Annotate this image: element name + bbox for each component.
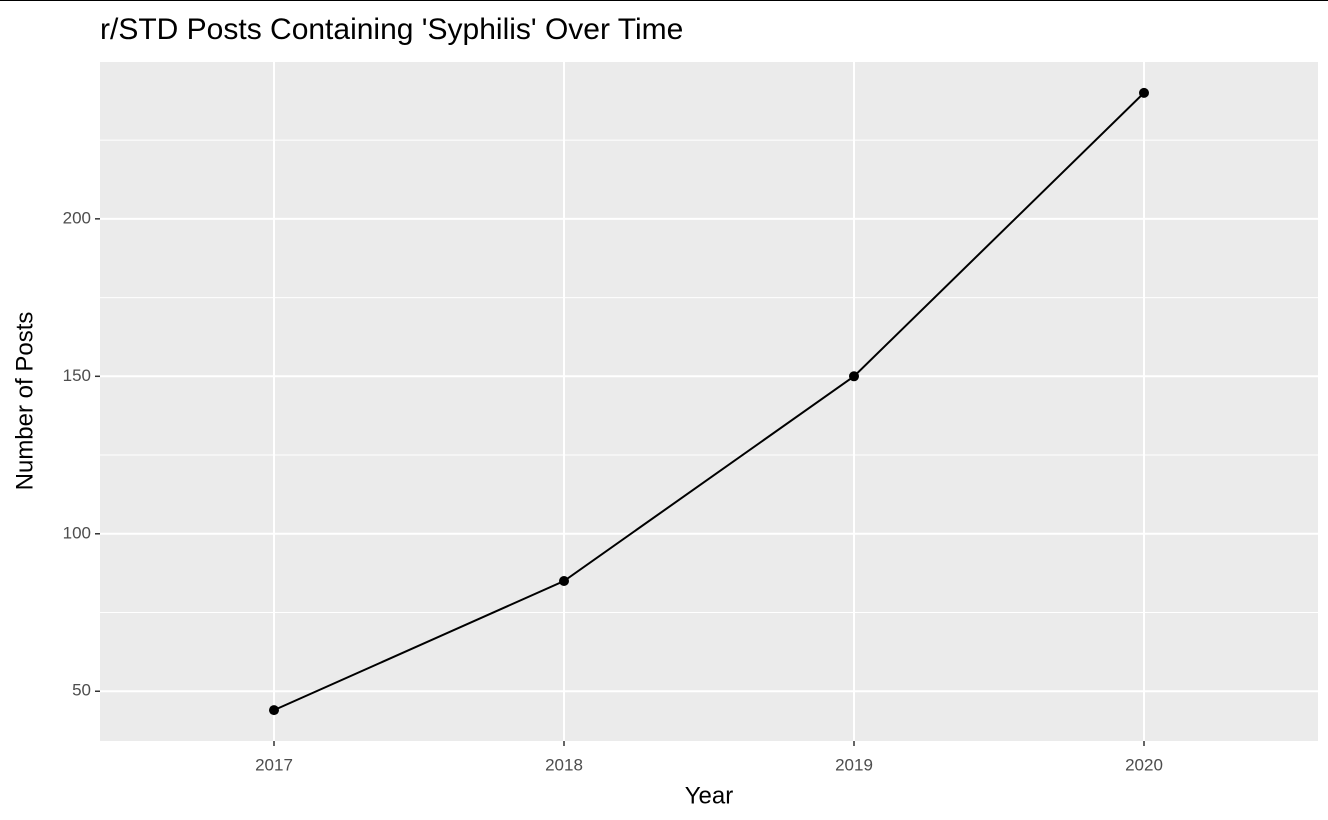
chart-title: r/STD Posts Containing 'Syphilis' Over T… [100, 13, 683, 46]
y-tick-label: 100 [63, 523, 91, 542]
point [559, 576, 569, 587]
line [273, 92, 1145, 712]
y-tick-label: 50 [72, 681, 91, 700]
x-axis-title: Year [685, 782, 734, 809]
panel [100, 62, 1318, 741]
x-tick-label: 2019 [835, 755, 873, 774]
point [269, 705, 279, 716]
y-tick-label: 150 [63, 366, 91, 385]
x-tick-label: 2020 [1125, 755, 1163, 774]
point [849, 371, 859, 382]
point [1139, 87, 1149, 98]
y-axis-title: Number of Posts [11, 312, 38, 491]
x-tick-label: 2017 [255, 755, 293, 774]
x-tick-label: 2018 [545, 755, 583, 774]
y-tick-label: 200 [63, 208, 91, 227]
